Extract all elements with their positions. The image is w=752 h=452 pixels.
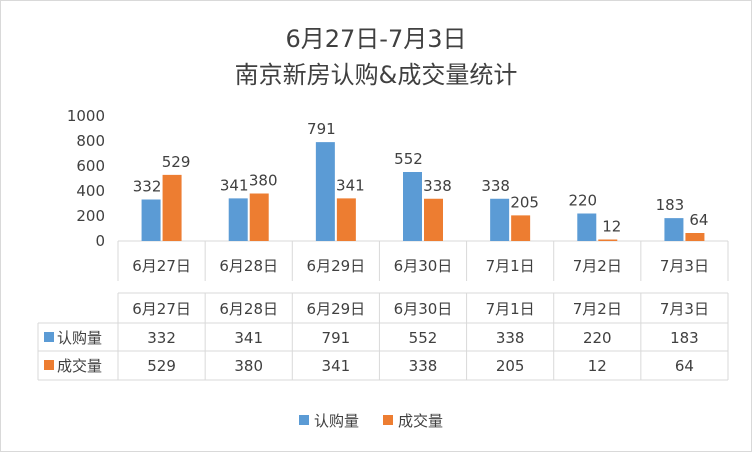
y-tick-label: 1000 — [67, 107, 105, 125]
bar-series1 — [315, 142, 335, 241]
legend: 认购量 成交量 — [299, 412, 443, 430]
bar-series2 — [162, 174, 182, 241]
bar-series1 — [141, 199, 161, 241]
category-label: 6月28日 — [219, 257, 278, 275]
data-label: 529 — [162, 153, 191, 171]
chart-title-line1: 6月27日-7月3日 — [285, 25, 466, 53]
bar-series1 — [577, 213, 597, 241]
table-value-cell: 380 — [234, 357, 263, 375]
bar-series2 — [424, 198, 443, 241]
bar-series2 — [685, 233, 705, 241]
data-label: 12 — [602, 218, 621, 236]
data-label: 205 — [510, 193, 539, 211]
data-label: 380 — [249, 172, 278, 190]
table-value-cell: 341 — [322, 357, 351, 375]
bar-series1 — [664, 218, 684, 241]
bar-series2 — [598, 239, 618, 241]
category-label: 7月1日 — [486, 257, 535, 275]
y-tick-label: 400 — [76, 182, 105, 200]
table-header-cell: 6月28日 — [219, 300, 278, 318]
bar-series2 — [511, 215, 531, 241]
y-tick-label: 200 — [76, 207, 105, 225]
y-axis: 0 200 400 600 800 1000 — [67, 107, 105, 250]
data-label: 338 — [423, 177, 452, 195]
data-label: 338 — [481, 177, 510, 195]
table-value-cell: 183 — [670, 329, 699, 347]
table-value-cell: 341 — [234, 329, 263, 347]
table-value-cell: 332 — [147, 329, 176, 347]
table-series-name: 成交量 — [57, 357, 102, 375]
bars — [141, 142, 705, 241]
legend-swatch — [299, 415, 309, 425]
data-label: 64 — [689, 211, 708, 229]
table-value-cell: 338 — [409, 357, 438, 375]
data-label: 791 — [307, 120, 336, 138]
category-label: 6月30日 — [394, 257, 453, 275]
table-series-swatch — [44, 360, 54, 370]
chart-title-line2: 南京新房认购&成交量统计 — [235, 61, 518, 89]
table-header-cell: 6月29日 — [307, 300, 366, 318]
legend-label: 认购量 — [314, 412, 359, 430]
table-series-swatch — [44, 332, 54, 342]
bar-series2 — [336, 198, 356, 241]
table-value-cell: 552 — [409, 329, 438, 347]
legend-label: 成交量 — [398, 412, 443, 430]
category-label: 7月2日 — [573, 257, 622, 275]
category-label: 6月29日 — [307, 257, 366, 275]
table-value-cell: 220 — [583, 329, 612, 347]
bar-series1 — [490, 198, 510, 241]
data-label: 552 — [394, 150, 423, 168]
table-value-cell: 12 — [588, 357, 607, 375]
bar-series2 — [249, 193, 269, 241]
category-axis: 6月27日 6月28日 6月29日 6月30日 7月1日 7月2日 7月3日 — [117, 240, 729, 281]
table-series-name: 认购量 — [57, 329, 102, 347]
category-label: 7月3日 — [660, 257, 709, 275]
data-label: 341 — [336, 176, 365, 194]
data-label: 332 — [133, 178, 162, 196]
data-label: 220 — [568, 192, 597, 210]
data-label: 183 — [656, 196, 685, 214]
bar-series1 — [403, 172, 422, 241]
y-tick-label: 600 — [76, 157, 105, 175]
bar-series1 — [228, 198, 248, 241]
table-value-cell: 529 — [147, 357, 176, 375]
table-value-cell: 205 — [496, 357, 525, 375]
table-value-cell: 64 — [675, 357, 694, 375]
legend-swatch — [383, 415, 393, 425]
y-tick-label: 0 — [95, 232, 105, 250]
table-value-cell: 338 — [496, 329, 525, 347]
y-tick-label: 800 — [76, 132, 105, 150]
data-label: 341 — [220, 176, 249, 194]
table-header-cell: 7月2日 — [573, 300, 622, 318]
table-header-cell: 7月1日 — [486, 300, 535, 318]
category-label: 6月27日 — [132, 257, 191, 275]
table-header-cell: 6月30日 — [394, 300, 453, 318]
table-value-cell: 791 — [322, 329, 351, 347]
table-header-cell: 7月3日 — [660, 300, 709, 318]
table-header-cell: 6月27日 — [132, 300, 191, 318]
